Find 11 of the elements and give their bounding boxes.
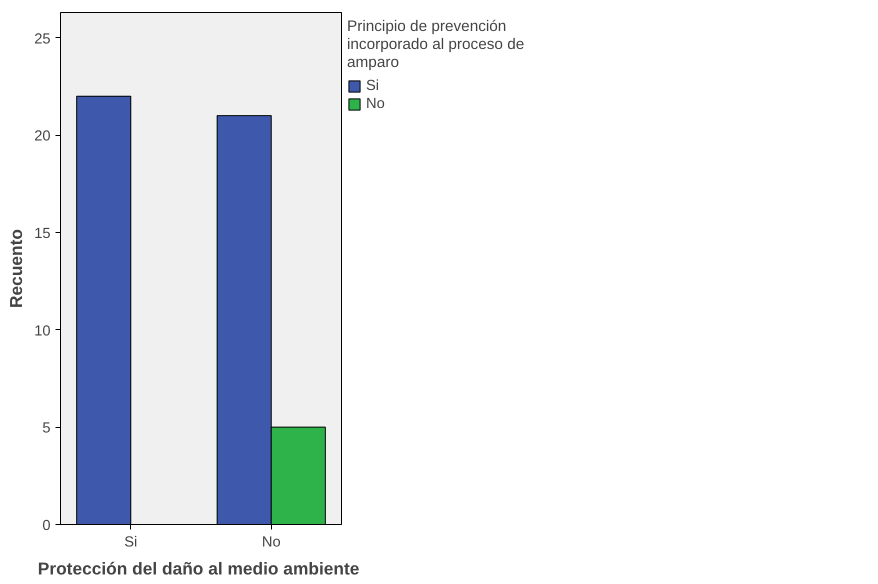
legend-label: No xyxy=(366,96,386,112)
y-tick-label: 25 xyxy=(34,31,51,48)
legend-label: Si xyxy=(366,78,380,94)
y-tick-label: 5 xyxy=(42,420,51,437)
y-axis-title: Recuento xyxy=(6,229,26,308)
y-tick-label: 20 xyxy=(34,128,51,145)
y-tick-label: 10 xyxy=(34,323,51,340)
y-tick-label: 0 xyxy=(42,518,51,534)
legend-title: Principio de prevención incorporado al proceso de amparo xyxy=(347,18,524,72)
y-tick-label: 15 xyxy=(34,226,51,242)
x-axis-title: Protección del daño al medio ambiente xyxy=(38,558,360,578)
